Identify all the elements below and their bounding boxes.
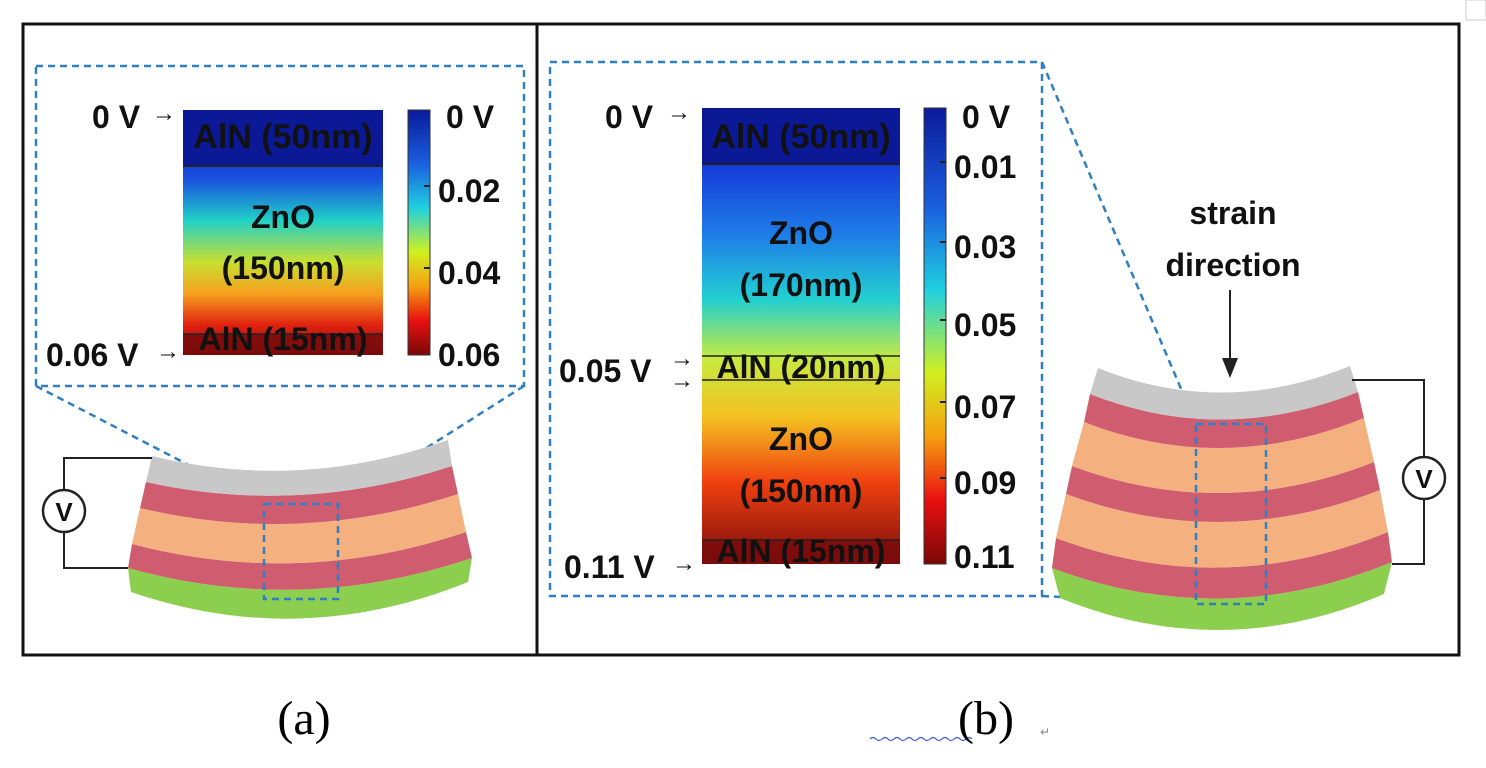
arrow-icon: →: [672, 550, 696, 577]
zno-layer: [1056, 490, 1388, 568]
callout-box-a: [34, 64, 526, 388]
voltmeter-label: V: [55, 497, 73, 527]
aln-layer: [1066, 462, 1380, 523]
aln-layer: [1052, 532, 1392, 599]
meter-wire: [63, 532, 128, 569]
strain-label-line2: direction: [1165, 247, 1300, 283]
colorbar-tick-label: 0.07: [954, 389, 1016, 425]
top-aln-layer-a: [183, 110, 383, 166]
strain-label-line1: strain: [1189, 195, 1276, 231]
layer-label-zno-lower: ZnO: [769, 421, 833, 457]
layer-label-aln-top: AlN (50nm): [711, 118, 890, 156]
colorbar-tick-label: 0.04: [438, 255, 500, 291]
arrow-icon: →: [670, 345, 694, 372]
voltmeter-icon: [1401, 455, 1447, 501]
callout-box-b: [548, 60, 1044, 598]
strain-arrow-head: [1222, 358, 1238, 378]
panel-a: AlN (50nm) ZnO (150nm) AlN (15nm) 0 V → …: [34, 64, 526, 619]
layer-label-zno-upper-thickness: (170nm): [740, 267, 863, 303]
layer-label-aln-middle: AlN (20nm): [717, 349, 886, 385]
colorbar-tick-label: 0.09: [954, 465, 1016, 501]
layer-label-aln-top: AlN (50nm): [193, 118, 372, 156]
colorbar-tick-label: 0.05: [954, 307, 1016, 343]
aln-layer: [140, 466, 458, 525]
voltage-label-top: 0 V: [92, 99, 141, 135]
colorbar-a: [407, 109, 431, 356]
spellcheck-underline: [869, 736, 973, 742]
layer-label-zno-thickness: (150nm): [222, 250, 345, 286]
layer-label-zno: ZnO: [251, 199, 315, 235]
top-aln-layer-b: [702, 108, 900, 164]
colorbar-tick-label: 0.06: [438, 337, 500, 373]
voltage-label-bottom: 0.11 V: [564, 549, 655, 585]
substrate: [1052, 562, 1392, 631]
voltage-label-top: 0 V: [605, 99, 654, 135]
bottom-aln-layer-a: [183, 334, 383, 355]
meter-wire: [1392, 500, 1425, 565]
zno-layer: [1072, 418, 1374, 494]
paragraph-mark-icon: ↵: [1040, 725, 1050, 739]
callout-projection: [1040, 61, 1198, 425]
voltage-label-bottom: 0.06 V: [46, 337, 139, 373]
layer-label-aln-bottom: AlN (15nm): [199, 321, 368, 357]
bent-device-a: [128, 440, 472, 619]
layer-label-zno-upper: ZnO: [769, 215, 833, 251]
callout-region-a: [262, 502, 340, 601]
bent-device-b: [1052, 366, 1392, 631]
voltage-label-middle: 0.05 V: [559, 353, 652, 389]
layer-label-zno-lower-thickness: (150nm): [740, 473, 863, 509]
substrate: [128, 558, 472, 619]
caption-a: (a): [277, 692, 330, 745]
colorbar-b: [923, 107, 947, 565]
colorbar-tick-label: 0.03: [954, 229, 1016, 265]
bottom-aln-layer-b: [702, 540, 900, 564]
meter-wire: [1352, 379, 1425, 456]
arrow-icon: →: [152, 100, 176, 127]
panel-b-frame: [535, 22, 1461, 657]
callout-projection: [35, 384, 265, 506]
colorbar-tick-label: 0 V: [446, 99, 495, 135]
aln-layer: [128, 532, 472, 590]
arrow-icon: →: [667, 99, 691, 126]
callout-region-b: [1194, 422, 1268, 606]
colorbar-tick-label: 0.01: [954, 149, 1016, 185]
meter-wire: [63, 457, 152, 490]
panel-b: AlN (50nm) ZnO (170nm) AlN (20nm) ZnO (1…: [548, 60, 1447, 631]
top-electrode: [146, 440, 452, 496]
arrow-icon: →: [670, 367, 694, 394]
colorbar-tick-label: 0.11: [954, 539, 1015, 575]
colorbar-tick-label: 0 V: [962, 99, 1011, 135]
colorbar-tick-label: 0.02: [438, 173, 500, 209]
potential-map-b: [702, 108, 900, 564]
aln-layer: [1084, 392, 1364, 449]
corner-mark: [1465, 0, 1486, 21]
arrow-icon: →: [156, 338, 180, 365]
top-electrode: [1090, 366, 1358, 420]
voltmeter-label: V: [1415, 464, 1433, 494]
zno-layer: [132, 494, 466, 564]
caption-b: (b): [958, 692, 1014, 745]
layer-label-aln-bottom: AlN (15nm): [717, 533, 886, 569]
voltmeter-icon: [41, 488, 87, 534]
